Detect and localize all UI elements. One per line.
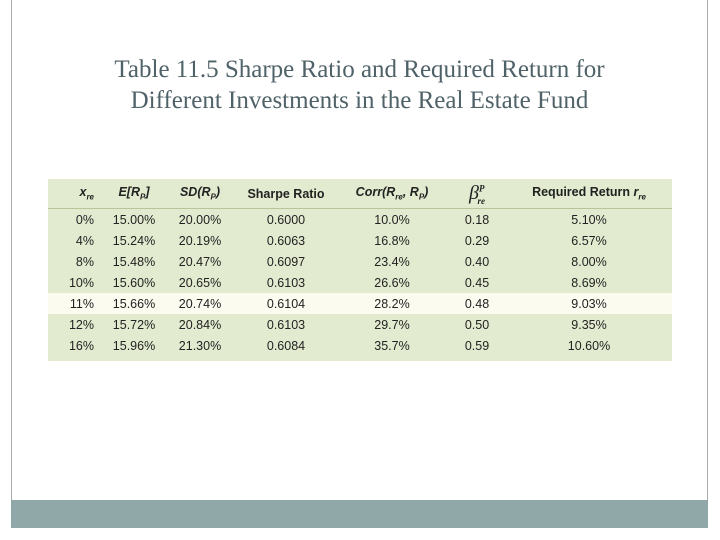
cell-standard-deviation: 20.74%	[164, 293, 236, 314]
cell-expected-return: 15.48%	[112, 254, 156, 269]
cell-x-re: 11%	[48, 293, 104, 314]
cell-required-return: 10.60%	[567, 338, 611, 353]
cell-correlation: 35.7%	[374, 338, 410, 353]
cell-x-re: 0%	[75, 212, 94, 227]
table-body: 0% 15.00% 20.00% 0.6000 10.0% 0.18 5.10% 4% 15.2…	[48, 209, 672, 357]
cell-sharpe-ratio: 0.6084	[266, 338, 306, 353]
title-line-1: Table 11.5 Sharpe Ratio and Required Ret…	[114, 56, 605, 83]
cell-required-return: 6.57%	[571, 233, 607, 248]
table-row: 4% 15.24% 20.19% 0.6063 16.8% 0.29 6.57%	[48, 230, 672, 251]
cell-correlation: 23.4%	[374, 254, 410, 269]
cell-standard-deviation: 20.65%	[178, 275, 222, 290]
cell-beta: 0.18	[464, 212, 490, 227]
cell-correlation: 16.8%	[374, 233, 410, 248]
cell-x-re: 10%	[68, 275, 94, 290]
cell-expected-return: 15.24%	[112, 233, 156, 248]
cell-sharpe-ratio: 0.6063	[266, 233, 306, 248]
header-standard-deviation: SD(RP)	[164, 179, 236, 209]
cell-beta: 0.48	[448, 293, 506, 314]
cell-required-return: 5.10%	[571, 212, 607, 227]
header-x-re: xre	[48, 179, 104, 209]
header-beta: βPre	[448, 179, 506, 209]
cell-x-re: 4%	[75, 233, 94, 248]
table-row: 0% 15.00% 20.00% 0.6000 10.0% 0.18 5.10%	[48, 209, 672, 231]
cell-beta: 0.40	[464, 254, 490, 269]
cell-required-return: 8.69%	[571, 275, 607, 290]
cell-correlation: 28.2%	[336, 293, 448, 314]
cell-sharpe-ratio: 0.6097	[266, 254, 306, 269]
slide-title: Table 11.5 Sharpe Ratio and Required Ret…	[11, 54, 708, 116]
cell-beta: 0.45	[464, 275, 490, 290]
cell-standard-deviation: 20.47%	[178, 254, 222, 269]
cell-expected-return: 15.96%	[112, 338, 156, 353]
header-expected-return: E[RP]	[104, 179, 164, 209]
table-row: 10% 15.60% 20.65% 0.6103 26.6% 0.45 8.69%	[48, 272, 672, 293]
cell-beta: 0.59	[464, 338, 490, 353]
table-row: 12% 15.72% 20.84% 0.6103 29.7% 0.50 9.35%	[48, 314, 672, 335]
cell-beta: 0.29	[464, 233, 490, 248]
cell-required-return: 8.00%	[571, 254, 607, 269]
cell-sharpe-ratio: 0.6103	[266, 275, 306, 290]
table-row: 8% 15.48% 20.47% 0.6097 23.4% 0.40 8.00%	[48, 251, 672, 272]
cell-x-re: 16%	[68, 338, 94, 353]
cell-expected-return: 15.66%	[104, 293, 164, 314]
cell-expected-return: 15.60%	[112, 275, 156, 290]
header-correlation: Corr(Rre, RP)	[336, 179, 448, 209]
cell-required-return: 9.03%	[506, 293, 672, 314]
cell-sharpe-ratio: 0.6000	[266, 212, 306, 227]
cell-beta: 0.50	[464, 317, 490, 332]
cell-standard-deviation: 20.19%	[178, 233, 222, 248]
header-required-return: Required Return rre	[506, 179, 672, 209]
slide-frame	[11, 0, 708, 528]
cell-sharpe-ratio: 0.6104	[236, 293, 336, 314]
bottom-bar	[11, 500, 708, 528]
sharpe-ratio-table: xre E[RP] SD(RP) Sharpe Ratio Corr(Rre, …	[48, 179, 672, 361]
header-sharpe-ratio: Sharpe Ratio	[236, 179, 336, 209]
title-line-2: Different Investments in the Real Estate…	[130, 87, 589, 114]
cell-x-re: 12%	[68, 317, 94, 332]
cell-standard-deviation: 20.84%	[178, 317, 222, 332]
cell-sharpe-ratio: 0.6103	[266, 317, 306, 332]
cell-correlation: 26.6%	[374, 275, 410, 290]
table-row: 16% 15.96% 21.30% 0.6084 35.7% 0.59 10.60%	[48, 335, 672, 356]
table-row: 11% 15.66% 20.74% 0.6104 28.2% 0.48 9.03%	[48, 293, 672, 314]
cell-expected-return: 15.72%	[112, 317, 156, 332]
cell-correlation: 29.7%	[374, 317, 410, 332]
cell-correlation: 10.0%	[374, 212, 410, 227]
table-header-row: xre E[RP] SD(RP) Sharpe Ratio Corr(Rre, …	[48, 179, 672, 209]
cell-expected-return: 15.00%	[112, 212, 156, 227]
cell-standard-deviation: 21.30%	[178, 338, 222, 353]
cell-x-re: 8%	[75, 254, 94, 269]
cell-standard-deviation: 20.00%	[178, 212, 222, 227]
cell-required-return: 9.35%	[571, 317, 607, 332]
